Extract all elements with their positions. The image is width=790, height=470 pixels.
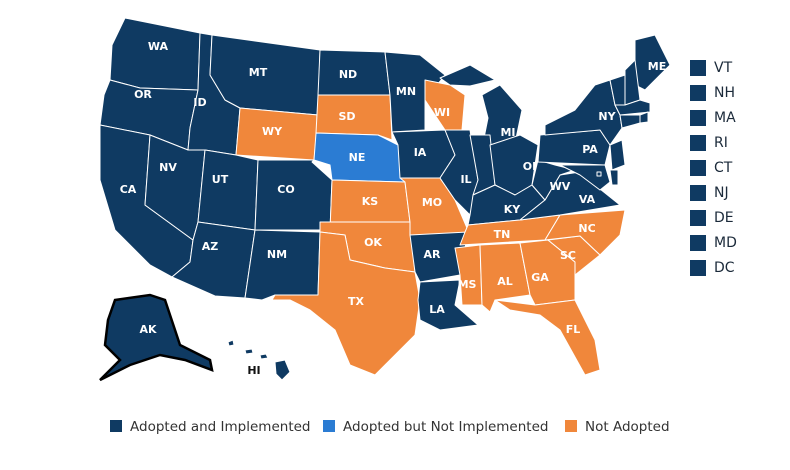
state-label: NV [159, 161, 177, 174]
state-swatch [690, 260, 706, 276]
state [494, 299, 601, 376]
state-label: CA [120, 183, 137, 196]
state-swatch [690, 135, 706, 151]
state-label: CT [714, 160, 733, 176]
state-label: NY [598, 110, 616, 123]
state [384, 51, 446, 133]
state-swatch [690, 110, 706, 126]
state-label: AL [497, 275, 513, 288]
state-label: AK [139, 323, 157, 336]
state-outline [99, 293, 214, 382]
state [315, 94, 393, 141]
state [424, 79, 466, 131]
state-label: TX [348, 295, 365, 308]
state-label: OR [134, 88, 152, 101]
state [559, 164, 611, 191]
state-label: MO [422, 196, 442, 209]
state-label: CO [277, 183, 294, 196]
state-swatch [690, 185, 706, 201]
state [609, 169, 619, 186]
state [537, 129, 611, 166]
state [197, 149, 259, 231]
state-label: ME [648, 60, 666, 73]
state [244, 229, 321, 301]
state-label: NH [714, 85, 735, 101]
state-label: NE [349, 151, 366, 164]
state-label: TN [494, 228, 511, 241]
state-label: MT [249, 66, 268, 79]
state-label: NM [267, 248, 287, 261]
state-label: RI [714, 135, 728, 151]
legend-label[interactable]: Adopted but Not Implemented [343, 419, 548, 435]
state-label: WV [550, 180, 571, 193]
state-swatch [690, 160, 706, 176]
state [519, 171, 621, 221]
state-label: NC [578, 222, 595, 235]
state [609, 139, 626, 171]
state-label: AZ [202, 240, 219, 253]
state [417, 279, 479, 331]
state [439, 64, 496, 87]
state [274, 359, 291, 381]
legend-label[interactable]: Adopted and Implemented [130, 419, 310, 435]
state [99, 294, 213, 381]
state-label: PA [582, 143, 598, 156]
state-swatch [690, 210, 706, 226]
state-label: KY [504, 203, 522, 216]
legend-swatch[interactable] [323, 420, 335, 432]
state-label: IL [460, 173, 471, 186]
state-label: OK [364, 236, 382, 249]
state-label: KS [362, 195, 379, 208]
state [227, 339, 235, 347]
state-label: VT [714, 60, 733, 76]
state [409, 231, 469, 283]
state-label: MA [714, 110, 736, 126]
state-label: IA [414, 146, 427, 159]
state-label: ND [339, 68, 357, 81]
state [259, 353, 269, 360]
state-label: MS [458, 278, 477, 291]
state-label: DC [714, 260, 735, 276]
state-swatch [690, 60, 706, 76]
state-label: GA [531, 271, 549, 284]
state-label: FL [566, 323, 581, 336]
state-label: HI [247, 364, 260, 377]
legend-label[interactable]: Not Adopted [585, 419, 670, 435]
state-label: MN [396, 85, 416, 98]
state-label: SC [560, 249, 576, 262]
state-label: SD [338, 110, 355, 123]
state [271, 231, 421, 376]
state [639, 111, 649, 124]
legend-swatch[interactable] [565, 420, 577, 432]
state [596, 171, 602, 177]
state-label: MI [500, 126, 515, 139]
state-label: ID [193, 96, 206, 109]
state-label: WI [434, 106, 450, 119]
legend-swatch[interactable] [110, 420, 122, 432]
state-label: LA [429, 303, 445, 316]
state-label: UT [212, 173, 229, 186]
state-label: NJ [714, 185, 729, 201]
state [454, 244, 483, 306]
state [619, 114, 641, 129]
state [244, 348, 254, 355]
state-swatch [690, 85, 706, 101]
state-label: DE [714, 210, 734, 226]
state-label: VA [579, 193, 596, 206]
state-label: AR [424, 248, 442, 261]
state-label: WA [148, 40, 169, 53]
state [109, 17, 201, 91]
state-label: MD [714, 235, 737, 251]
state-swatch [690, 235, 706, 251]
state-label: WY [262, 125, 283, 138]
